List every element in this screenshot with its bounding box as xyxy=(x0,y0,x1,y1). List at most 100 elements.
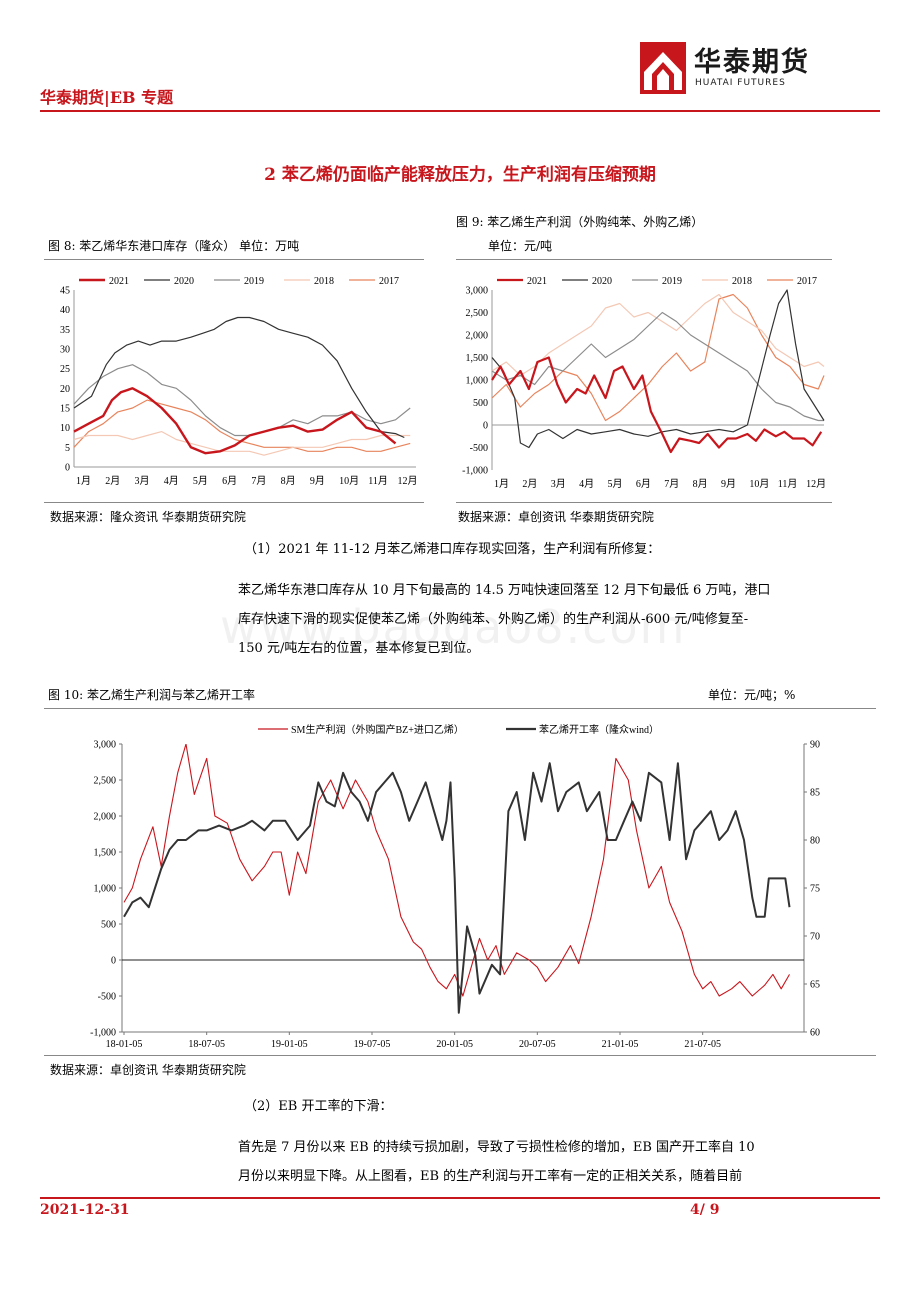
logo-text: 华泰期货 xyxy=(694,47,810,78)
fig9-legend-label: 2019 xyxy=(662,276,682,287)
fig8-caption: 图 8: 苯乙烯华东港口库存（隆众） 单位：万吨 xyxy=(48,239,300,253)
fig10-right-tick-label: 65 xyxy=(810,980,820,991)
footer-date: 2021-12-31 xyxy=(40,1202,130,1218)
fig9-y-tick-label: 2,500 xyxy=(466,308,489,319)
fig9-legend-label: 2021 xyxy=(527,276,547,287)
logo-mark-icon xyxy=(640,42,686,94)
fig10-right-tick-label: 85 xyxy=(810,788,820,799)
fig8-legend-label: 2018 xyxy=(314,276,334,287)
fig10-x-tick-label: 18-01-05 xyxy=(106,1039,143,1050)
fig8-source: 数据来源：隆众资讯 华泰期货研究院 xyxy=(50,510,246,524)
fig9-y-tick-label: 0 xyxy=(483,421,488,432)
footer-page: 4/ 9 xyxy=(690,1202,720,1218)
fig8-series-2017 xyxy=(73,399,411,452)
fig8-legend-label: 2020 xyxy=(174,276,194,287)
fig9-series-2021 xyxy=(491,356,823,454)
fig8-y-tick-label: 15 xyxy=(60,404,70,415)
fig10-unit: 单位：元/吨；% xyxy=(708,688,796,702)
fig9-x-tick-label: 6月 xyxy=(636,478,651,490)
para1-line-1: 苯乙烯华东港口库存从 10 月下旬最高的 14.5 万吨快速回落至 12 月下旬… xyxy=(238,583,771,598)
fig10-right-tick-label: 80 xyxy=(810,836,820,847)
fig9-y-tick-label: -500 xyxy=(470,443,488,454)
fig9-series-2018 xyxy=(491,293,825,377)
fig9-x-tick-label: 2月 xyxy=(522,478,537,490)
fig10-caption: 图 10: 苯乙烯生产利润与苯乙烯开工率 xyxy=(48,688,255,702)
header-title: 华泰期货|EB 专题 xyxy=(40,88,174,107)
fig9-series-2019 xyxy=(491,311,824,422)
footer-rule xyxy=(40,1197,880,1199)
fig8-y-tick-label: 25 xyxy=(60,364,70,375)
fig10-left-tick-label: 3,000 xyxy=(94,740,117,751)
fig8-y-tick-label: 20 xyxy=(60,384,70,395)
fig8-series-2021 xyxy=(73,387,397,455)
para2-line-1: 首先是 7 月份以来 EB 的持续亏损加剧，导致了亏损性检修的增加，EB 国产开… xyxy=(238,1140,755,1155)
para2-heading: （2）EB 开工率的下滑： xyxy=(244,1099,393,1114)
fig8-legend-label: 2017 xyxy=(379,276,399,287)
fig10-x-tick-label: 21-01-05 xyxy=(602,1039,639,1050)
fig8-chart: 2021 2020 2019 2018 2017 0 5 10 15 20 25 30 35 40 45 1月… xyxy=(60,276,418,487)
fig10-x-tick-label: 20-07-05 xyxy=(519,1039,556,1050)
fig8-x-tick-label: 9月 xyxy=(310,475,325,487)
fig10-right-tick-label: 75 xyxy=(810,884,820,895)
para1-heading: （1）2021 年 11-12 月苯乙烯港口库存现实回落，生产利润有所修复： xyxy=(244,542,661,557)
section-title: 2 苯乙烯仍面临产能释放压力，生产利润有压缩预期 xyxy=(264,165,656,185)
para1-line-3: 150 元/吨左右的位置，基本修复已到位。 xyxy=(238,641,480,656)
fig9-legend-label: 2017 xyxy=(797,276,817,287)
fig9-y-tick-label: 1,500 xyxy=(466,353,489,364)
fig9-x-tick-label: 8月 xyxy=(693,478,708,490)
fig8-y-tick-label: 0 xyxy=(65,463,70,474)
fig8-x-tick-label: 11月 xyxy=(368,475,388,487)
fig9-x-tick-label: 3月 xyxy=(551,478,566,490)
fig9-x-tick-label: 12月 xyxy=(806,478,826,490)
fig8-y-tick-label: 40 xyxy=(60,305,70,316)
fig8-y-tick-label: 5 xyxy=(65,443,70,454)
fig8-y-tick-label: 10 xyxy=(60,423,70,434)
fig10-x-tick-label: 19-01-05 xyxy=(271,1039,308,1050)
fig9-legend-label: 2018 xyxy=(732,276,752,287)
fig10-x-tick-label: 18-07-05 xyxy=(188,1039,225,1050)
fig9-source: 数据来源：卓创资讯 华泰期货研究院 xyxy=(458,510,654,524)
fig9-y-tick-label: 3,000 xyxy=(466,286,489,297)
fig10-legend-label: 苯乙烯开工率（隆众wind） xyxy=(539,723,659,736)
fig10-left-tick-label: 2,000 xyxy=(94,812,117,823)
fig10-legend-label: SM生产利润（外购国产BZ+进口乙烯） xyxy=(291,723,464,736)
fig10-left-tick-label: 500 xyxy=(101,920,116,931)
fig8-y-tick-label: 30 xyxy=(60,345,70,356)
fig8-legend-label: 2021 xyxy=(109,276,129,287)
fig9-series-2017 xyxy=(491,293,825,422)
fig10-chart: SM生产利润（外购国产BZ+进口乙烯） 苯乙烯开工率（隆众wind） -1,000 -… xyxy=(90,723,820,1050)
fig10-bottom-rule xyxy=(44,1055,876,1056)
fig9-y-tick-label: -1,000 xyxy=(462,466,488,477)
para1-line-2: 库存快速下滑的现实促使苯乙烯（外购纯苯、外购乙烯）的生产利润从-600 元/吨修… xyxy=(238,612,749,627)
fig8-x-tick-label: 2月 xyxy=(105,475,120,487)
fig8-x-tick-label: 4月 xyxy=(164,475,179,487)
fig8-y-tick-label: 35 xyxy=(60,325,70,336)
fig9-legend-label: 2020 xyxy=(592,276,612,287)
fig9-bottom-rule xyxy=(456,502,832,503)
watermark: www.baogao8.com xyxy=(220,600,687,654)
fig8-x-tick-label: 6月 xyxy=(222,475,237,487)
fig9-x-tick-label: 1月 xyxy=(494,478,509,490)
fig9-x-tick-label: 5月 xyxy=(608,478,623,490)
fig8-x-tick-label: 3月 xyxy=(134,475,149,487)
fig9-x-tick-label: 7月 xyxy=(664,478,679,490)
fig8-x-tick-label: 12月 xyxy=(398,475,418,487)
fig8-series-2020 xyxy=(73,316,405,439)
fig10-right-tick-label: 90 xyxy=(810,740,820,751)
fig9-y-tick-label: 1,000 xyxy=(466,376,489,387)
fig8-bottom-rule xyxy=(44,502,424,503)
fig8-top-rule xyxy=(44,259,424,260)
fig9-x-tick-label: 10月 xyxy=(749,478,769,490)
fig10-series-profit xyxy=(123,744,790,997)
fig10-source: 数据来源：卓创资讯 华泰期货研究院 xyxy=(50,1063,246,1077)
fig9-y-tick-label: 2,000 xyxy=(466,331,489,342)
fig10-left-tick-label: -1,000 xyxy=(90,1028,116,1039)
para2-line-2: 月份以来明显下降。从上图看，EB 的生产利润与开工率有一定的正相关关系，随着目前 xyxy=(238,1169,743,1184)
fig8-x-tick-label: 5月 xyxy=(193,475,208,487)
fig10-left-tick-label: 1,000 xyxy=(94,884,117,895)
company-logo: 华泰期货 HUATAI FUTURES xyxy=(640,38,820,98)
fig8-legend-label: 2019 xyxy=(244,276,264,287)
fig9-top-rule xyxy=(456,259,832,260)
fig10-right-tick-label: 70 xyxy=(810,932,820,943)
fig10-x-tick-label: 20-01-05 xyxy=(436,1039,473,1050)
